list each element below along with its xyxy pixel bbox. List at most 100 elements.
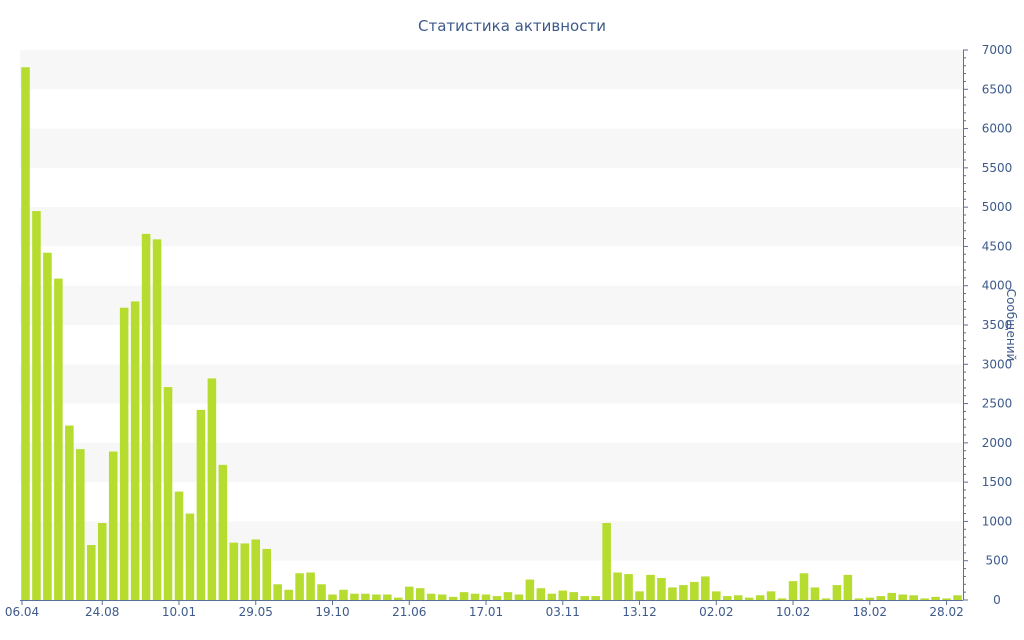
grid-band bbox=[20, 50, 963, 90]
bar bbox=[437, 594, 447, 600]
bar bbox=[832, 585, 842, 600]
bar bbox=[76, 449, 85, 600]
bar bbox=[733, 595, 743, 600]
bar bbox=[854, 598, 864, 600]
bar bbox=[503, 592, 513, 600]
y-axis-label: Сообщений bbox=[1004, 289, 1018, 362]
bar bbox=[350, 593, 359, 600]
bar bbox=[426, 593, 436, 600]
grid-bands bbox=[20, 50, 963, 561]
bar bbox=[174, 491, 184, 600]
x-axis: 06.04 24.08 10.01 29.05 19.10 21.06 17.01 03.11… bbox=[5, 600, 964, 619]
x-tick-label: 29.05 bbox=[239, 605, 273, 619]
bar bbox=[865, 597, 875, 600]
x-tick-label: 03.11 bbox=[546, 605, 580, 619]
bar bbox=[87, 545, 96, 600]
y-tick-label: 6000 bbox=[982, 122, 1013, 136]
bar bbox=[229, 542, 239, 600]
bar bbox=[536, 588, 546, 600]
bar bbox=[65, 425, 74, 600]
y-tick-label: 6500 bbox=[982, 82, 1013, 96]
y-tick-label: 5000 bbox=[982, 200, 1013, 214]
bar bbox=[909, 595, 918, 600]
bar bbox=[788, 581, 798, 600]
x-tick-label: 28.02 bbox=[929, 605, 963, 619]
bar bbox=[130, 301, 140, 600]
bar bbox=[898, 594, 907, 600]
bar bbox=[21, 67, 30, 601]
y-tick-label: 4500 bbox=[982, 239, 1013, 253]
y-tick-label: 2500 bbox=[982, 397, 1013, 411]
bar bbox=[613, 572, 622, 600]
bar bbox=[514, 594, 524, 600]
bar bbox=[240, 543, 250, 600]
bar bbox=[295, 573, 304, 600]
y-tick-label: 5500 bbox=[982, 161, 1013, 175]
x-tick-label: 13.12 bbox=[622, 605, 656, 619]
bar bbox=[679, 585, 688, 600]
bar bbox=[383, 594, 392, 600]
bar bbox=[887, 592, 896, 600]
bar bbox=[207, 378, 217, 600]
bar bbox=[591, 596, 600, 600]
bar bbox=[284, 589, 293, 600]
grid-band bbox=[20, 128, 963, 168]
x-tick-label: 02.02 bbox=[699, 605, 733, 619]
bar bbox=[547, 593, 557, 600]
bar bbox=[525, 579, 535, 600]
bar bbox=[459, 592, 469, 600]
bar bbox=[810, 587, 820, 600]
y-tick-label: 1000 bbox=[982, 514, 1013, 528]
bar bbox=[306, 572, 315, 600]
bar bbox=[317, 584, 326, 600]
bar bbox=[492, 596, 502, 600]
bar bbox=[657, 578, 666, 600]
bar bbox=[558, 590, 568, 600]
y-tick-label: 4000 bbox=[982, 279, 1013, 293]
x-tick-label: 10.01 bbox=[162, 605, 196, 619]
bar bbox=[701, 576, 710, 600]
y-tick-label: 500 bbox=[986, 554, 1009, 568]
bar bbox=[32, 211, 41, 600]
x-tick-label: 24.08 bbox=[85, 605, 119, 619]
x-tick-label: 19.10 bbox=[315, 605, 349, 619]
bar bbox=[635, 591, 644, 600]
bar bbox=[361, 593, 370, 600]
bar bbox=[119, 307, 129, 600]
bar bbox=[218, 464, 228, 600]
bar bbox=[394, 597, 403, 600]
bar bbox=[876, 596, 886, 600]
bar bbox=[470, 593, 480, 600]
bar bbox=[690, 581, 699, 600]
bar bbox=[372, 594, 381, 600]
bar bbox=[97, 523, 107, 600]
bar bbox=[755, 595, 765, 600]
bar bbox=[843, 574, 853, 600]
bar bbox=[646, 574, 655, 600]
bar bbox=[624, 574, 633, 600]
bar bbox=[415, 588, 425, 600]
bar bbox=[196, 409, 206, 600]
bar bbox=[141, 233, 151, 601]
bar bbox=[931, 596, 940, 600]
bar bbox=[43, 252, 52, 600]
bar bbox=[448, 596, 458, 600]
bar bbox=[54, 278, 63, 600]
bar bbox=[602, 523, 611, 600]
bar bbox=[953, 595, 962, 600]
bar bbox=[580, 596, 589, 600]
bar bbox=[273, 584, 282, 600]
bar bbox=[799, 573, 809, 600]
chart-title: Статистика активности bbox=[418, 17, 606, 35]
bar bbox=[766, 591, 776, 600]
y-tick-label: 3500 bbox=[982, 318, 1013, 332]
x-tick-label: 18.02 bbox=[853, 605, 887, 619]
grid-band bbox=[20, 442, 963, 483]
bar bbox=[668, 587, 677, 600]
bar bbox=[185, 513, 195, 600]
x-tick-label: 10.02 bbox=[776, 605, 810, 619]
bar bbox=[722, 596, 732, 600]
bar bbox=[251, 539, 261, 600]
y-tick-label: 7000 bbox=[982, 43, 1013, 57]
